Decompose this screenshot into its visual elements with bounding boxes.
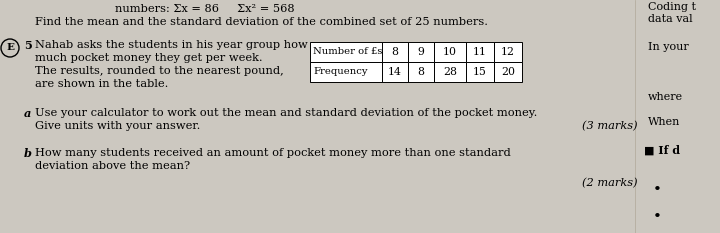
Text: ■ If d: ■ If d [644, 145, 680, 156]
Bar [408, 62, 434, 82]
Text: data val: data val [648, 14, 693, 24]
Text: 5: 5 [24, 40, 32, 51]
Text: (2 marks): (2 marks) [582, 178, 638, 188]
Text: Coding t: Coding t [648, 2, 696, 12]
Text: 14: 14 [388, 67, 402, 77]
Text: 8: 8 [418, 67, 425, 77]
Text: Frequency: Frequency [313, 68, 367, 76]
Bar [434, 62, 466, 82]
Text: 8: 8 [392, 47, 398, 57]
Text: In your: In your [648, 42, 689, 52]
Text: 15: 15 [473, 67, 487, 77]
Text: numbers: Σx = 86     Σx² = 568: numbers: Σx = 86 Σx² = 568 [115, 4, 294, 14]
Text: •: • [653, 183, 662, 197]
Text: 10: 10 [443, 47, 457, 57]
Text: deviation above the mean?: deviation above the mean? [35, 161, 190, 171]
Text: b: b [24, 148, 32, 159]
Text: Give units with your answer.: Give units with your answer. [35, 121, 200, 131]
Text: 20: 20 [501, 67, 515, 77]
Text: •: • [653, 210, 662, 224]
Text: are shown in the table.: are shown in the table. [35, 79, 168, 89]
Text: much pocket money they get per week.: much pocket money they get per week. [35, 53, 263, 63]
Text: Nahab asks the students in his year group how: Nahab asks the students in his year grou… [35, 40, 307, 50]
Bar [408, 42, 434, 62]
Bar [494, 42, 522, 62]
Text: 9: 9 [418, 47, 424, 57]
Text: The results, rounded to the nearest pound,: The results, rounded to the nearest poun… [35, 66, 284, 76]
Text: 12: 12 [501, 47, 515, 57]
Bar [382, 42, 408, 62]
Text: E: E [6, 44, 14, 52]
Bar [310, 62, 382, 82]
Bar [434, 42, 466, 62]
Bar [466, 62, 494, 82]
Bar [382, 62, 408, 82]
Text: Number of £s: Number of £s [313, 48, 382, 56]
Text: How many students received an amount of pocket money more than one standard: How many students received an amount of … [35, 148, 510, 158]
Text: Find the mean and the standard deviation of the combined set of 25 numbers.: Find the mean and the standard deviation… [35, 17, 488, 27]
Text: Use your calculator to work out the mean and standard deviation of the pocket mo: Use your calculator to work out the mean… [35, 108, 537, 118]
Bar [466, 42, 494, 62]
Text: a: a [24, 108, 32, 119]
Bar [494, 62, 522, 82]
Bar [310, 42, 382, 62]
Text: (3 marks): (3 marks) [582, 121, 638, 131]
Text: When: When [648, 117, 680, 127]
Text: 28: 28 [443, 67, 457, 77]
Text: 11: 11 [473, 47, 487, 57]
Text: where: where [648, 92, 683, 102]
